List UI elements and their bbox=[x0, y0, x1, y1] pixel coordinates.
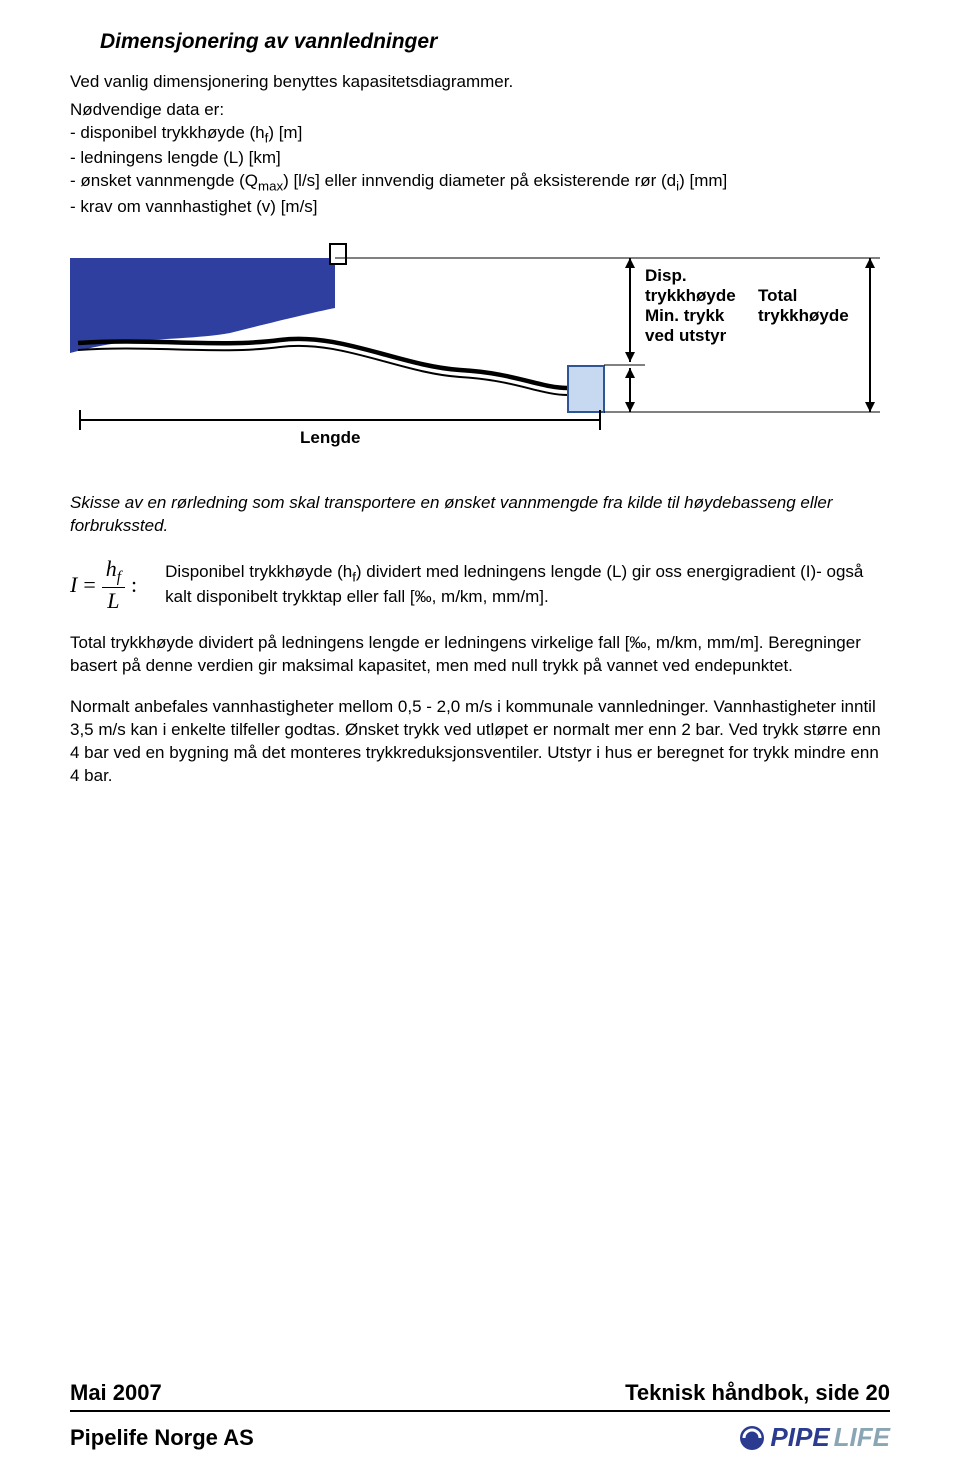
house-body bbox=[568, 366, 604, 412]
formula-num-h: h bbox=[106, 556, 117, 581]
label-trykk: trykkhøyde bbox=[645, 286, 736, 306]
formula-row: I = hf L : Disponibel trykkhøyde (hf) di… bbox=[70, 558, 890, 612]
diagram-caption: Skisse av en rørledning som skal transpo… bbox=[70, 492, 890, 538]
disp-arrow-up bbox=[625, 258, 635, 268]
label-ved: ved utstyr bbox=[645, 326, 726, 346]
bullet-3a: - ønsket vannmengde (Q bbox=[70, 171, 258, 190]
total-arrow-down bbox=[865, 402, 875, 412]
formula-num-sub: f bbox=[117, 569, 121, 586]
formula-I: I bbox=[70, 572, 77, 598]
label-disp: Disp. bbox=[645, 266, 687, 286]
diagram-svg bbox=[70, 238, 890, 468]
intro-text: Ved vanlig dimensjonering benyttes kapas… bbox=[70, 72, 890, 92]
footer-bottom: Pipelife Norge AS PIPELIFE bbox=[70, 1422, 890, 1453]
page-title: Dimensjonering av vannledninger bbox=[100, 30, 890, 54]
bullet-1b: ) [m] bbox=[268, 123, 302, 142]
disp-arrow-down bbox=[625, 352, 635, 362]
formula-colon: : bbox=[131, 572, 137, 598]
label-lengde: Lengde bbox=[300, 428, 360, 448]
logo-icon bbox=[738, 1424, 766, 1452]
list-header: Nødvendige data er: bbox=[70, 100, 890, 120]
bullet-2: - ledningens lengde (L) [km] bbox=[70, 147, 890, 170]
pipe-line-2 bbox=[78, 346, 568, 395]
footer-top: Mai 2007 Teknisk håndbok, side 20 bbox=[70, 1380, 890, 1412]
formula-desc-1: Disponibel trykkhøyde (h bbox=[165, 562, 352, 581]
bullet-3b: ) [l/s] eller innvendig diameter på eksi… bbox=[283, 171, 676, 190]
pipelife-logo: PIPELIFE bbox=[738, 1422, 890, 1453]
formula-desc: Disponibel trykkhøyde (hf) dividert med … bbox=[165, 561, 890, 609]
label-total: Total trykkhøyde bbox=[758, 286, 888, 326]
total-arrow-up bbox=[865, 258, 875, 268]
pipe-diagram: Disp. trykkhøyde Min. trykk ved utstyr T… bbox=[70, 238, 890, 468]
formula: I = hf L : bbox=[70, 558, 137, 612]
bullet-1a: - disponibel trykkhøyde (h bbox=[70, 123, 265, 142]
paragraph-2: Normalt anbefales vannhastigheter mellom… bbox=[70, 696, 890, 788]
paragraph-1: Total trykkhøyde dividert på ledningens … bbox=[70, 632, 890, 678]
sub-max: max bbox=[258, 179, 283, 194]
min-arrow-up bbox=[625, 368, 635, 378]
bullet-4: - krav om vannhastighet (v) [m/s] bbox=[70, 196, 890, 219]
formula-frac: hf L bbox=[102, 558, 125, 612]
label-min: Min. trykk bbox=[645, 306, 724, 326]
intake-box bbox=[330, 244, 346, 264]
bullet-3: - ønsket vannmengde (Qmax) [l/s] eller i… bbox=[70, 170, 890, 195]
formula-eq: = bbox=[83, 572, 95, 598]
logo-text-1: PIPE bbox=[770, 1422, 829, 1453]
min-arrow-down bbox=[625, 402, 635, 412]
bullet-3c: ) [mm] bbox=[679, 171, 727, 190]
footer-company: Pipelife Norge AS bbox=[70, 1425, 254, 1451]
formula-den: L bbox=[103, 588, 123, 612]
footer: Mai 2007 Teknisk håndbok, side 20 Pipeli… bbox=[70, 1380, 890, 1453]
page: Dimensjonering av vannledninger Ved vanl… bbox=[0, 0, 960, 1481]
footer-date: Mai 2007 bbox=[70, 1380, 162, 1406]
footer-book: Teknisk håndbok, side 20 bbox=[625, 1380, 890, 1406]
bullet-1: - disponibel trykkhøyde (hf) [m] bbox=[70, 122, 890, 147]
logo-text-2: LIFE bbox=[834, 1422, 890, 1453]
formula-num: hf bbox=[102, 558, 125, 588]
